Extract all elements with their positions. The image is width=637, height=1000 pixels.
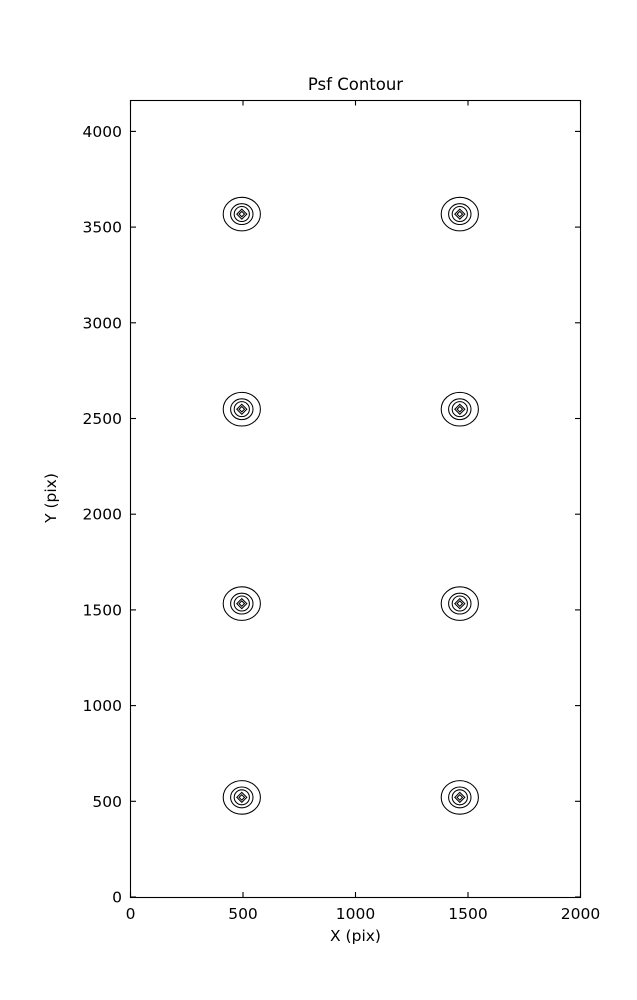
y-tick-label: 2500 <box>83 410 122 428</box>
psf-source-5 <box>222 586 261 621</box>
x-tick-labels: 0 500 1000 1500 2000 <box>126 905 601 923</box>
psf-source-1 <box>222 196 261 232</box>
psf-source-3 <box>222 391 261 427</box>
psf-source-4 <box>440 391 479 427</box>
contour-sources <box>222 196 479 815</box>
y-tick-label: 4000 <box>83 123 122 141</box>
y-tick-marks <box>130 130 581 898</box>
psf-source-7 <box>222 780 261 815</box>
x-tick-label: 500 <box>228 905 258 923</box>
y-tick-labels: 0 500 1000 1500 2000 2500 3000 3500 4000 <box>83 123 122 907</box>
y-axis-label: Y (pix) <box>42 473 60 524</box>
x-tick-marks <box>129 100 582 897</box>
y-tick-label: 3000 <box>83 314 122 332</box>
x-axis-label: X (pix) <box>330 927 381 945</box>
x-tick-label: 1000 <box>336 905 375 923</box>
x-tick-label: 0 <box>126 905 136 923</box>
y-tick-label: 0 <box>112 889 122 907</box>
y-tick-label: 500 <box>92 793 122 811</box>
x-tick-label: 2000 <box>561 905 600 923</box>
psf-source-8 <box>440 780 479 815</box>
y-tick-label: 2000 <box>83 506 122 524</box>
y-tick-label: 3500 <box>83 219 122 237</box>
psf-source-6 <box>440 586 479 621</box>
y-tick-label: 1500 <box>83 601 122 619</box>
psf-source-2 <box>440 196 479 232</box>
x-tick-label: 1500 <box>448 905 487 923</box>
y-tick-label: 1000 <box>83 697 122 715</box>
plot-title: Psf Contour <box>308 75 403 94</box>
